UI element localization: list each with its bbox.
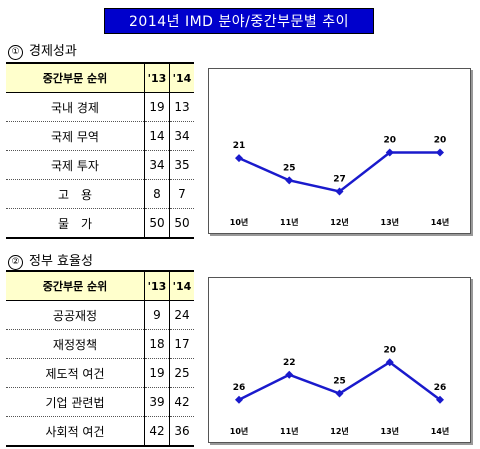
- data-point: [436, 148, 444, 157]
- section-2-heading: ② 정부 효율성: [8, 250, 93, 270]
- section-1-trend-chart: 21 25 27 20 20 10년 11년 12년 13년 14년: [208, 68, 471, 234]
- section-1-title: 경제성과: [29, 44, 77, 59]
- row-value-2014: 17: [169, 329, 194, 359]
- data-point: [385, 148, 394, 157]
- data-label: 27: [333, 174, 346, 184]
- section-2-title: 정부 효율성: [29, 254, 93, 269]
- row-value-2013: 9: [144, 300, 170, 330]
- x-tick-label: 10년: [230, 426, 249, 436]
- data-label: 20: [383, 136, 396, 146]
- x-tick-label: 11년: [280, 426, 299, 436]
- data-point: [436, 395, 444, 404]
- data-point: [235, 154, 243, 163]
- data-point: [235, 395, 243, 404]
- row-value-2014: 50: [169, 208, 194, 238]
- table-row: 공공재정 9 24: [6, 300, 194, 330]
- data-label: 26: [434, 383, 447, 393]
- table-row: 제도적 여건 19 25: [6, 358, 194, 388]
- data-point: [385, 358, 394, 367]
- row-label: 사회적 여건: [45, 424, 105, 439]
- row-label: 고 용: [57, 187, 93, 202]
- data-label: 20: [383, 345, 396, 355]
- row-value-2014: 42: [169, 387, 194, 417]
- section-1-number: ①: [8, 45, 23, 60]
- header-2013: '13: [144, 271, 170, 301]
- trend-line-chart: 21 25 27 20 20 10년 11년 12년 13년 14년: [230, 136, 450, 227]
- table-row: 국제 무역 14 34: [6, 121, 194, 151]
- row-value-2013: 39: [144, 387, 170, 417]
- header-2013: '13: [144, 63, 170, 93]
- trend-line-chart: 26 22 25 20 26 10년 11년 12년 13년 14년: [230, 345, 450, 436]
- table-header-row: 중간부문 순위 '13 '14: [6, 271, 194, 301]
- row-value-2013: 18: [144, 329, 170, 359]
- series-line: [238, 151, 440, 193]
- row-value-2014: 36: [169, 416, 194, 446]
- header-2014: '14: [169, 63, 194, 93]
- data-point: [285, 176, 294, 185]
- data-label: 26: [233, 383, 246, 393]
- row-value-2013: 50: [144, 208, 170, 238]
- row-label: 물 가: [57, 216, 93, 231]
- row-value-2014: 25: [169, 358, 194, 388]
- x-tick-label: 11년: [280, 217, 299, 227]
- row-label: 국제 무역: [51, 129, 99, 144]
- row-value-2014: 7: [169, 179, 194, 209]
- section-2-trend-chart: 26 22 25 20 26 10년 11년 12년 13년 14년: [208, 277, 471, 443]
- row-value-2014: 34: [169, 121, 194, 151]
- section-2-number: ②: [8, 255, 23, 270]
- row-value-2013: 14: [144, 121, 170, 151]
- table-row: 사회적 여건 42 36: [6, 416, 194, 446]
- data-point: [335, 389, 344, 398]
- header-category: 중간부문 순위: [6, 63, 145, 93]
- x-tick-label: 14년: [431, 217, 450, 227]
- row-label: 공공재정: [52, 308, 98, 323]
- section-2-rank-table: 중간부문 순위 '13 '14 공공재정 9 24 재정정책 18 17 제도적 여건 1…: [6, 270, 194, 447]
- page-title-box: 2014년 IMD 분야/중간부문별 추이: [104, 8, 374, 34]
- data-label: 22: [283, 358, 296, 368]
- header-category: 중간부문 순위: [6, 271, 145, 301]
- x-tick-label: 13년: [381, 217, 400, 227]
- table-row: 국제 투자 34 35: [6, 150, 194, 180]
- row-value-2014: 35: [169, 150, 194, 180]
- data-point: [335, 187, 344, 196]
- row-value-2014: 24: [169, 300, 194, 330]
- x-tick-label: 12년: [330, 217, 349, 227]
- table-row: 국내 경제 19 13: [6, 92, 194, 122]
- x-tick-label: 10년: [230, 217, 249, 227]
- data-point: [285, 370, 294, 379]
- row-value-2014: 13: [169, 92, 194, 122]
- x-tick-label: 13년: [381, 426, 400, 436]
- row-label: 제도적 여건: [45, 366, 105, 381]
- page-title: 2014년 IMD 분야/중간부문별 추이: [129, 14, 349, 30]
- header-2014: '14: [169, 271, 194, 301]
- row-value-2013: 19: [144, 92, 170, 122]
- row-value-2013: 19: [144, 358, 170, 388]
- data-label: 20: [434, 136, 447, 146]
- row-label: 국내 경제: [51, 100, 99, 115]
- x-tick-label: 12년: [330, 426, 349, 436]
- row-label: 기업 관련법: [45, 395, 105, 410]
- table-row: 물 가 50 50: [6, 208, 194, 238]
- data-label: 25: [333, 377, 346, 387]
- row-label: 국제 투자: [51, 158, 99, 173]
- table-header-row: 중간부문 순위 '13 '14: [6, 63, 194, 93]
- section-1-rank-table: 중간부문 순위 '13 '14 국내 경제 19 13 국제 무역 14 34 국제 투…: [6, 62, 194, 239]
- x-tick-label: 14년: [431, 426, 450, 436]
- section-1-heading: ① 경제성과: [8, 40, 77, 60]
- table-row: 기업 관련법 39 42: [6, 387, 194, 417]
- row-value-2013: 42: [144, 416, 170, 446]
- data-label: 21: [233, 141, 246, 151]
- row-label: 재정정책: [52, 337, 98, 352]
- data-label: 25: [283, 163, 296, 173]
- row-value-2013: 34: [144, 150, 170, 180]
- row-value-2013: 8: [144, 179, 170, 209]
- table-row: 재정정책 18 17: [6, 329, 194, 359]
